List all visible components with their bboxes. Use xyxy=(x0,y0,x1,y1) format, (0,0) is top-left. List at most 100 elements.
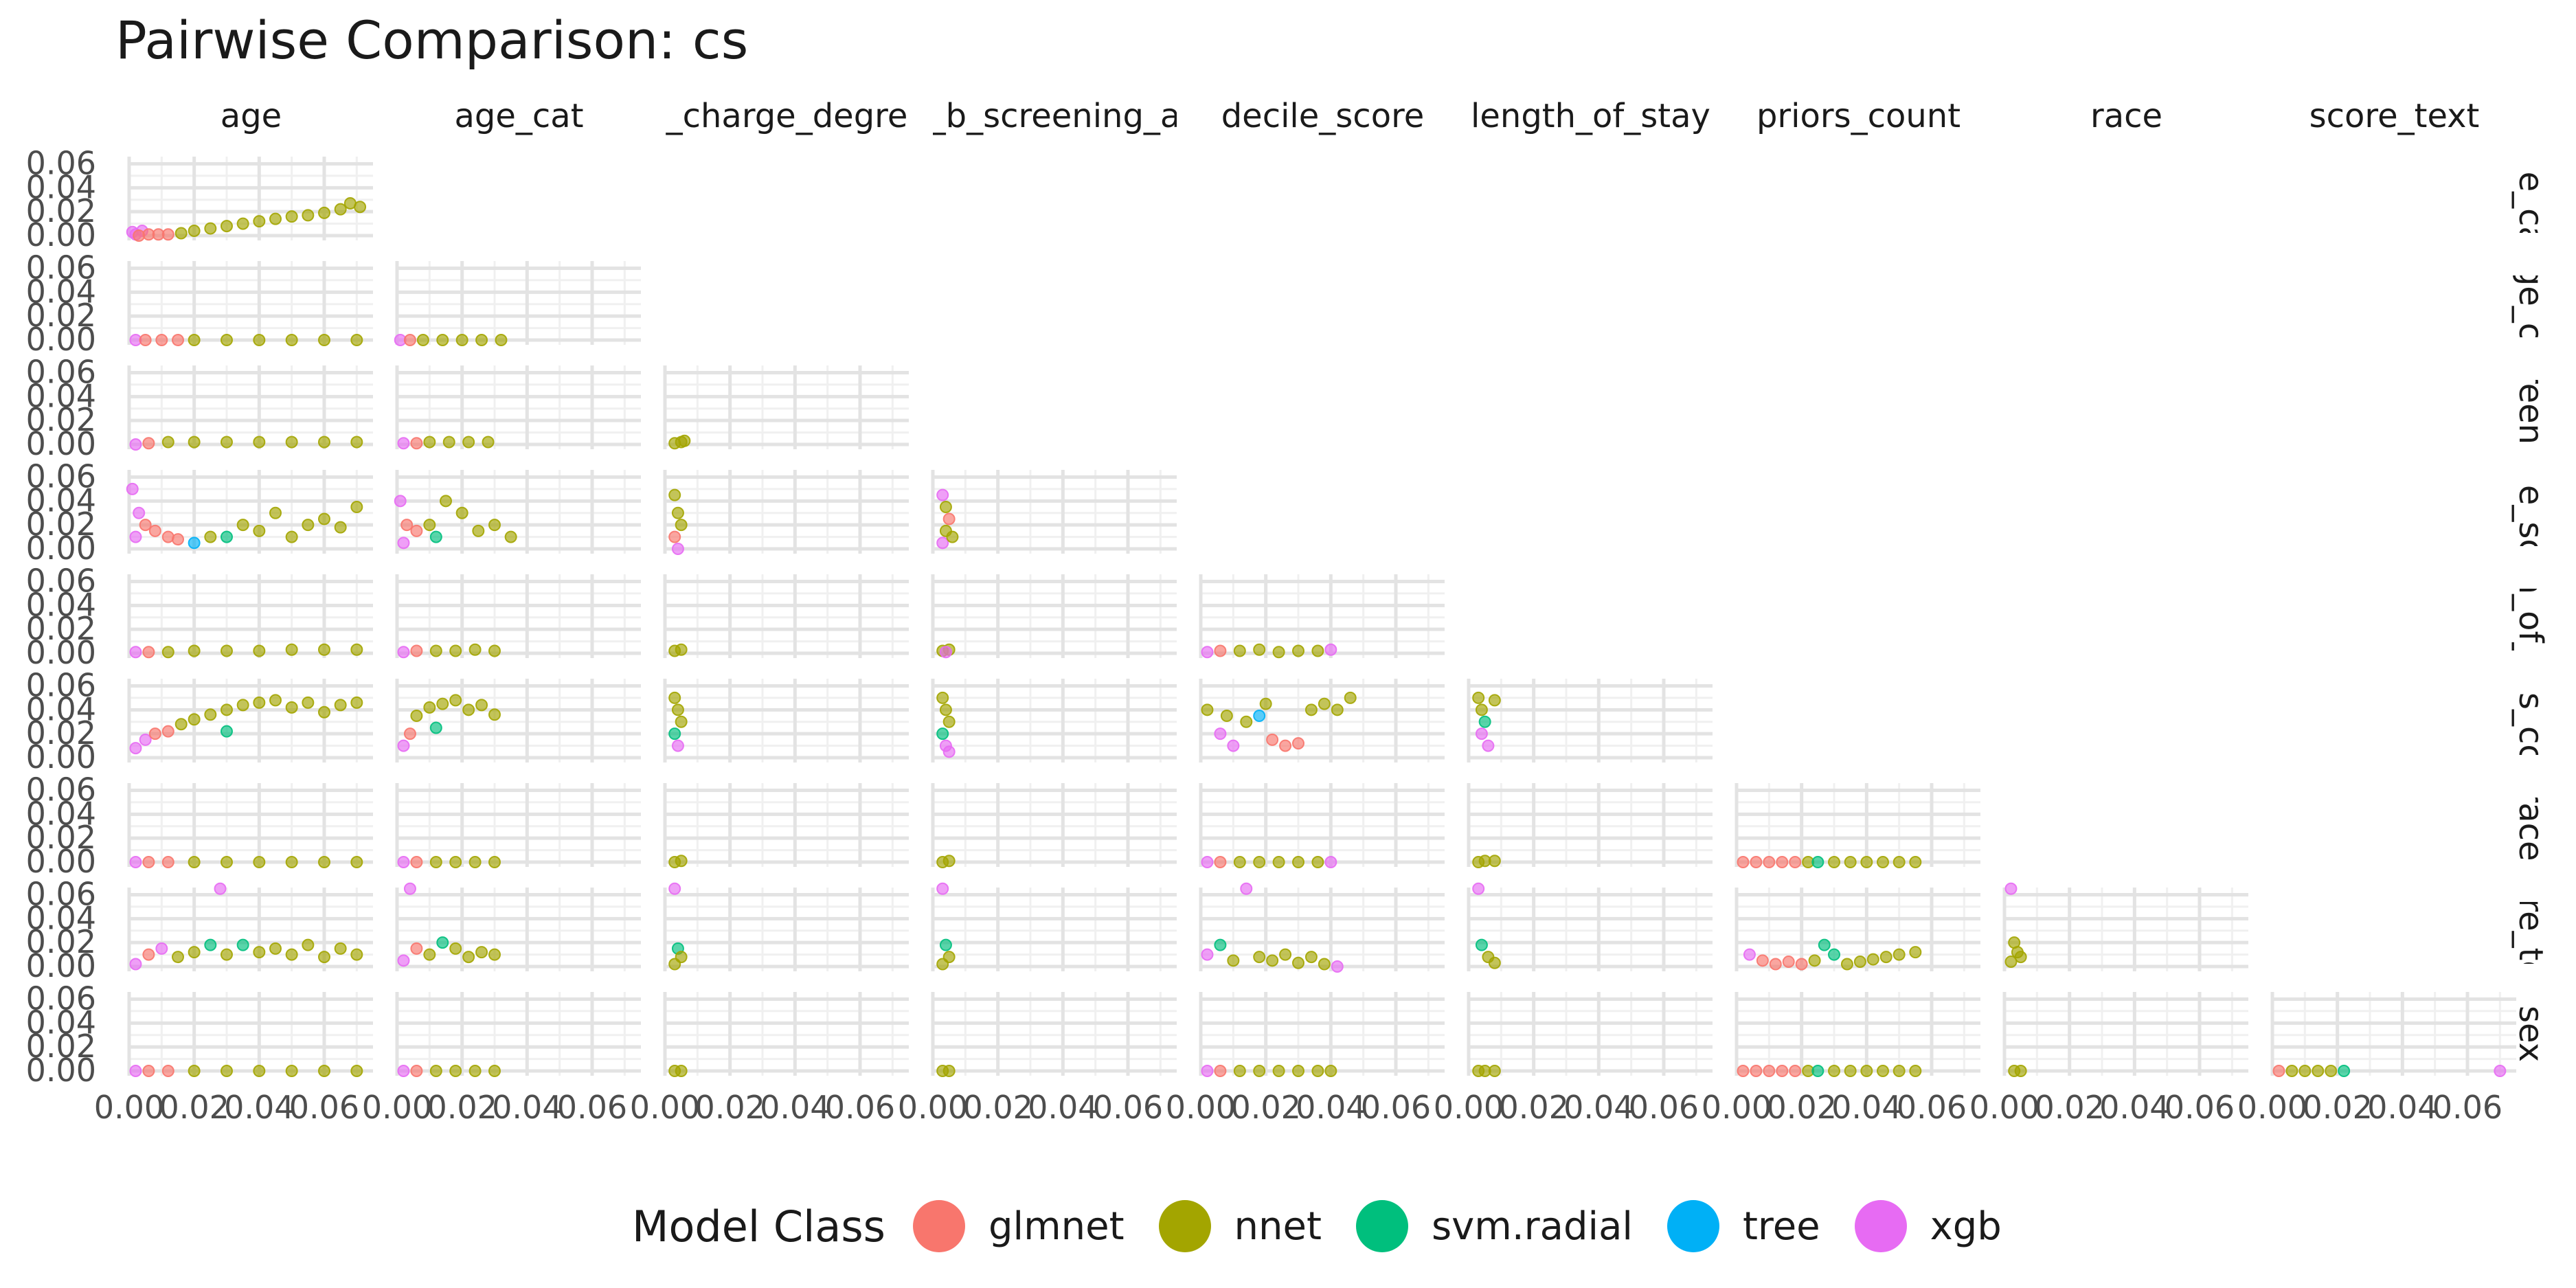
facet-panel xyxy=(931,992,1177,1076)
facet-panel xyxy=(127,365,373,449)
col-strip-label: priors_count xyxy=(1756,97,1961,135)
data-point xyxy=(668,958,681,971)
data-point xyxy=(318,206,330,219)
legend-item: svm.radial xyxy=(1355,1200,1633,1252)
data-point xyxy=(675,715,688,728)
data-point xyxy=(1214,727,1227,741)
data-point xyxy=(1233,856,1246,869)
data-point xyxy=(1240,715,1253,728)
data-point xyxy=(442,436,455,449)
data-point xyxy=(1488,855,1501,868)
data-point xyxy=(942,512,956,526)
data-point xyxy=(1253,856,1266,869)
y-tick-label: 0.02 xyxy=(26,714,96,752)
data-point xyxy=(302,519,315,532)
data-point xyxy=(936,536,949,550)
data-point xyxy=(1292,737,1304,750)
data-point xyxy=(253,436,266,449)
data-point xyxy=(1253,1065,1266,1078)
data-point xyxy=(1737,856,1750,869)
data-point xyxy=(423,948,436,961)
legend-label: glmnet xyxy=(988,1204,1125,1249)
data-point xyxy=(129,646,142,659)
x-tick-label: 0.02 xyxy=(1230,1089,1300,1126)
x-tick-label: 0.04 xyxy=(2367,1089,2437,1126)
data-point xyxy=(504,530,517,543)
data-point xyxy=(1311,644,1324,657)
facet-panel xyxy=(127,574,373,658)
data-point xyxy=(1860,856,1873,869)
y-tick-label: 0.00 xyxy=(26,947,96,984)
data-point xyxy=(2014,951,2027,964)
facet-panel xyxy=(1199,783,1445,867)
y-tick-label: 0.06 xyxy=(26,457,96,495)
x-tick-label: 0.00 xyxy=(1702,1089,1772,1126)
data-point xyxy=(269,212,282,225)
data-point xyxy=(423,436,436,449)
col-strip-label: age_cat xyxy=(454,97,583,135)
data-point xyxy=(1811,856,1824,869)
data-point xyxy=(1318,958,1331,971)
data-point xyxy=(1272,1065,1285,1078)
data-point xyxy=(1844,856,1857,869)
data-point xyxy=(1909,856,1922,869)
facet-panel xyxy=(663,365,909,449)
data-point xyxy=(2325,1065,2338,1078)
data-point xyxy=(939,938,952,951)
facet-panel xyxy=(127,992,373,1076)
data-point xyxy=(1909,946,1922,959)
data-point xyxy=(488,519,501,532)
data-point xyxy=(174,227,188,240)
data-point xyxy=(475,334,488,347)
data-point xyxy=(936,691,949,704)
facet-panel xyxy=(1467,783,1713,867)
data-point xyxy=(488,948,501,961)
data-point xyxy=(253,215,266,228)
row-strip-label: rs_cc xyxy=(2511,679,2550,762)
data-point xyxy=(1227,739,1240,752)
data-point xyxy=(350,334,363,347)
data-point xyxy=(155,334,168,347)
data-point xyxy=(1214,938,1227,951)
data-point xyxy=(1475,938,1488,951)
data-point xyxy=(455,334,468,347)
facet-panel xyxy=(395,992,641,1076)
data-point xyxy=(188,436,201,449)
data-point xyxy=(1782,956,1795,969)
legend-title: Model Class xyxy=(632,1201,885,1252)
data-point xyxy=(468,1065,482,1078)
data-point xyxy=(472,524,485,537)
data-point xyxy=(1818,938,1831,951)
x-tick-label: 0.02 xyxy=(2034,1089,2104,1126)
y-tick-label: 0.00 xyxy=(26,738,96,776)
data-point xyxy=(1324,643,1337,656)
facet-panel xyxy=(127,888,373,971)
data-point xyxy=(1324,1065,1337,1078)
data-point xyxy=(269,942,282,955)
col-strip-label: decile_score xyxy=(1221,97,1425,135)
data-point xyxy=(678,434,691,447)
data-point xyxy=(462,703,475,716)
legend-key xyxy=(1355,1200,1408,1252)
legend-label: nnet xyxy=(1234,1204,1322,1249)
y-tick-label: 0.06 xyxy=(26,562,96,599)
data-point xyxy=(1488,694,1501,707)
data-point xyxy=(936,727,949,741)
data-point xyxy=(1893,1065,1906,1078)
data-point xyxy=(1201,948,1214,961)
x-tick-label: 0.02 xyxy=(694,1089,765,1126)
data-point xyxy=(302,938,315,951)
x-tick-label: 0.02 xyxy=(1766,1089,1836,1126)
data-point xyxy=(462,436,475,449)
data-point xyxy=(139,334,152,347)
data-point xyxy=(1292,644,1304,657)
data-point xyxy=(142,1065,155,1078)
data-point xyxy=(1893,948,1906,961)
data-point xyxy=(936,882,949,895)
data-point xyxy=(1201,856,1214,869)
y-tick-label: 0.02 xyxy=(26,401,96,438)
legend-key xyxy=(912,1200,965,1252)
data-point xyxy=(403,334,416,347)
data-point xyxy=(1776,1065,1789,1078)
facet-panel xyxy=(127,679,373,762)
